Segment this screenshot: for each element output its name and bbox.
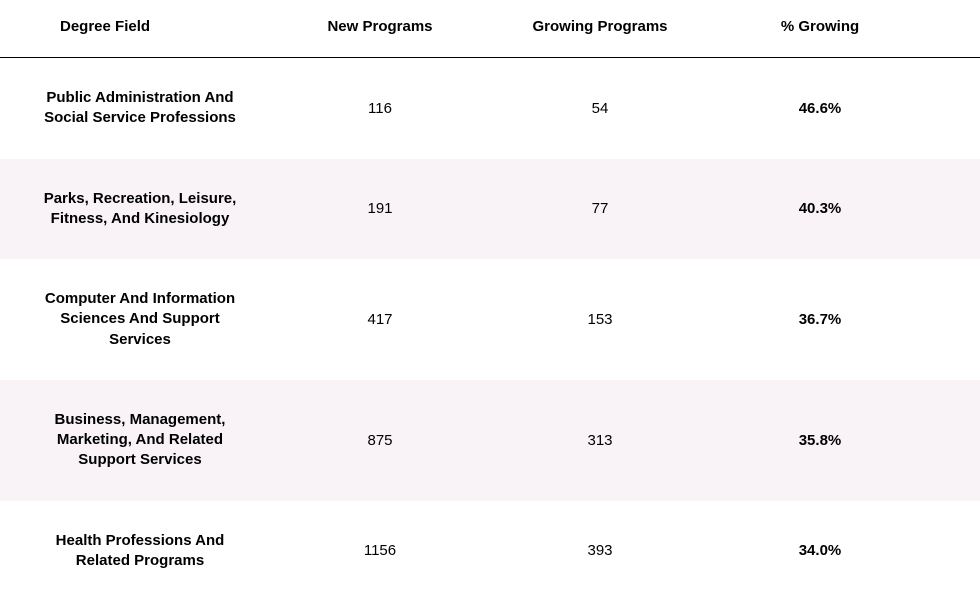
- cell-growing-programs: 153: [480, 259, 720, 380]
- degree-programs-table: Degree Field New Programs Growing Progra…: [0, 0, 980, 601]
- column-header-field: Degree Field: [0, 0, 280, 58]
- cell-field: Parks, Recreation, Leisure, Fitness, And…: [0, 159, 280, 260]
- cell-new-programs: 1156: [280, 501, 480, 601]
- cell-pct-growing: 34.0%: [720, 501, 980, 601]
- table-body: Public Administration And Social Service…: [0, 58, 980, 601]
- cell-new-programs: 875: [280, 380, 480, 501]
- column-header-growing-programs: Growing Programs: [480, 0, 720, 58]
- table-row: Public Administration And Social Service…: [0, 58, 980, 159]
- cell-pct-growing: 40.3%: [720, 159, 980, 260]
- table-row: Health Professions And Related Programs …: [0, 501, 980, 601]
- cell-field: Health Professions And Related Programs: [0, 501, 280, 601]
- cell-field: Public Administration And Social Service…: [0, 58, 280, 159]
- cell-growing-programs: 313: [480, 380, 720, 501]
- table-row: Parks, Recreation, Leisure, Fitness, And…: [0, 159, 980, 260]
- cell-growing-programs: 54: [480, 58, 720, 159]
- cell-growing-programs: 393: [480, 501, 720, 601]
- cell-pct-growing: 46.6%: [720, 58, 980, 159]
- cell-new-programs: 417: [280, 259, 480, 380]
- cell-new-programs: 116: [280, 58, 480, 159]
- column-header-new-programs: New Programs: [280, 0, 480, 58]
- column-header-pct-growing: % Growing: [720, 0, 980, 58]
- table-row: Computer And Information Sciences And Su…: [0, 259, 980, 380]
- cell-field: Business, Management, Marketing, And Rel…: [0, 380, 280, 501]
- table-row: Business, Management, Marketing, And Rel…: [0, 380, 980, 501]
- cell-pct-growing: 35.8%: [720, 380, 980, 501]
- table-header-row: Degree Field New Programs Growing Progra…: [0, 0, 980, 58]
- cell-pct-growing: 36.7%: [720, 259, 980, 380]
- cell-growing-programs: 77: [480, 159, 720, 260]
- cell-field: Computer And Information Sciences And Su…: [0, 259, 280, 380]
- cell-new-programs: 191: [280, 159, 480, 260]
